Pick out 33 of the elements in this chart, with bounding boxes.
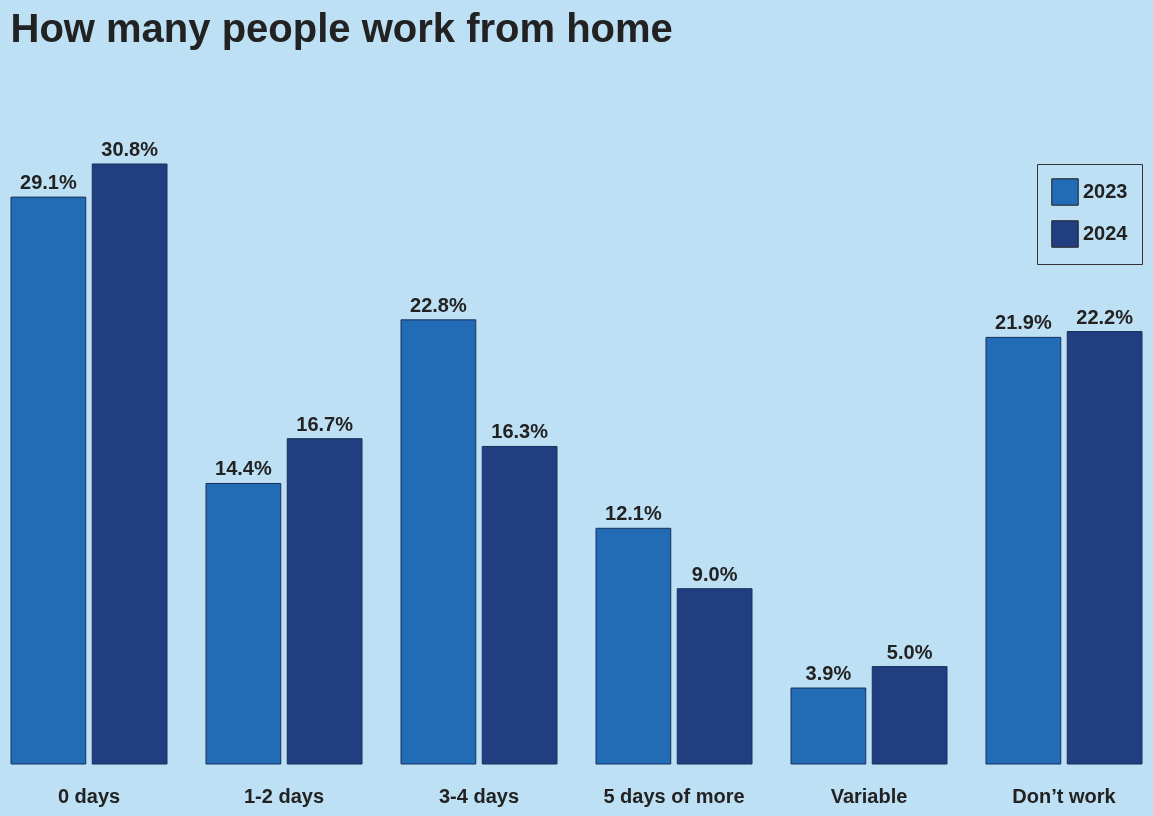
bar (91, 163, 168, 765)
data-label: 16.7% (296, 412, 354, 435)
bar (595, 527, 672, 765)
data-label: 16.3% (491, 420, 549, 443)
x-tick-label: Don’t work (1012, 784, 1117, 807)
bar (676, 588, 753, 765)
chart-title: How many people work from home (10, 6, 673, 50)
bar (985, 336, 1062, 765)
bar (790, 687, 867, 765)
data-label: 12.1% (605, 502, 662, 525)
x-tick-label: Variable (830, 784, 908, 807)
x-tick-label: 0 days (57, 784, 121, 807)
bar (10, 196, 87, 765)
legend-label: 2023 (1083, 180, 1128, 202)
data-label: 29.1% (20, 171, 77, 194)
bar (400, 319, 477, 765)
legend-label: 2024 (1083, 222, 1129, 244)
x-tick-label: 3-4 days (438, 784, 520, 807)
x-tick-label: 5 days of more (603, 784, 745, 807)
data-label: 9.0% (691, 562, 738, 585)
bar (871, 666, 948, 765)
data-label: 21.9% (995, 311, 1052, 334)
data-label: 3.9% (805, 662, 852, 685)
data-label: 22.8% (410, 293, 467, 316)
bar (205, 482, 282, 765)
bar (286, 438, 363, 765)
data-label: 22.2% (1076, 305, 1134, 328)
data-label: 5.0% (886, 640, 933, 663)
bar (481, 445, 558, 765)
x-tick-label: 1-2 days (243, 784, 325, 807)
data-label: 30.8% (101, 138, 159, 160)
bar (1066, 331, 1143, 765)
data-label: 14.4% (215, 457, 272, 480)
